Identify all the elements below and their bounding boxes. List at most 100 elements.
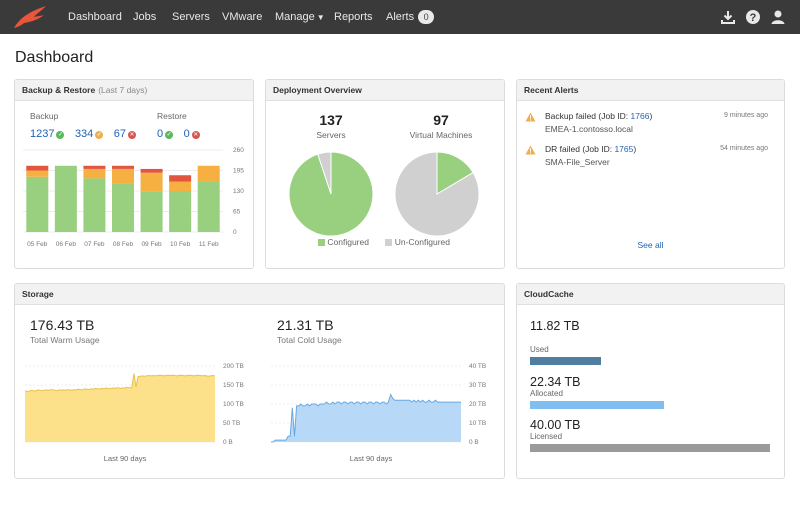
y-tick-label: 195	[233, 168, 244, 175]
nav-jobs[interactable]: Jobs	[133, 0, 156, 34]
panel-header: Backup & Restore (Last 7 days)	[15, 80, 253, 101]
x-tick-label: 07 Feb	[84, 241, 105, 248]
y-tick-label: 0 B	[469, 439, 479, 446]
y-tick-label: 0 B	[223, 439, 233, 446]
warm-usage-area-chart: 0 B 50 TB 100 TB 150 TB 200 TB	[24, 363, 244, 446]
y-tick-label: 200 TB	[223, 363, 244, 370]
alert-item[interactable]: Backup failed (Job ID: 1766) EMEA-1.cont…	[525, 111, 780, 143]
druva-logo-icon[interactable]	[10, 4, 50, 30]
warning-triangle-icon	[525, 145, 536, 155]
alert-item[interactable]: DR failed (Job ID: 1765) SMA-File_Server…	[525, 144, 780, 176]
bar-segment	[26, 170, 49, 177]
x-tick-label: 05 Feb	[27, 241, 48, 248]
legend-unconfigured-swatch	[385, 239, 393, 246]
nav-vmware[interactable]: VMware	[222, 0, 262, 34]
download-icon[interactable]	[720, 9, 736, 25]
bar-segment	[26, 165, 49, 171]
y-tick-label: 100 TB	[223, 401, 244, 408]
restore-success-count[interactable]: 0	[157, 128, 164, 140]
job-id-link[interactable]: 1766	[630, 111, 650, 121]
pie-legend: Configured Un-Configured	[318, 237, 450, 247]
alert-title-suffix: )	[633, 144, 637, 154]
allocated-progress-bar	[530, 401, 664, 409]
bar-segment	[169, 191, 192, 232]
bar-segment	[26, 176, 49, 232]
nav-manage[interactable]: Manage ▼	[275, 0, 325, 34]
bar-segment	[140, 168, 163, 173]
nav-jobs-label: Jobs	[133, 11, 157, 23]
backup-label: Backup	[30, 111, 59, 121]
area-line	[271, 393, 461, 443]
alert-host: EMEA-1.contosso.local	[545, 124, 633, 134]
restore-failed-count[interactable]: 0	[183, 128, 190, 140]
alerts-count-badge: 0	[418, 10, 435, 25]
area-line	[24, 373, 216, 393]
y-tick-label: 65	[233, 209, 241, 216]
y-tick-label: 130	[233, 188, 244, 195]
y-tick-label: 20 TB	[469, 401, 486, 408]
deployment-overview-panel: Deployment Overview 137 Servers 97 Virtu…	[265, 79, 505, 269]
allocated-value: 22.34 TB	[530, 375, 581, 389]
cold-usage-area-chart: 0 B 10 TB 20 TB 30 TB 40 TB	[271, 363, 486, 446]
see-all-link[interactable]: See all	[637, 240, 664, 250]
warm-usage-value: 176.43 TB	[30, 317, 95, 333]
storage-panel: Storage 176.43 TB Total Warm Usage 21.31…	[14, 283, 505, 479]
recent-alerts-panel: Recent Alerts Backup failed (Job ID: 176…	[516, 79, 785, 269]
nav-alerts[interactable]: Alerts 0	[386, 0, 435, 34]
vms-pie-chart	[394, 151, 480, 237]
used-progress-bar	[530, 357, 601, 365]
legend-unconfigured-label: Un-Configured	[394, 237, 450, 247]
warm-chart-caption: Last 90 days	[103, 454, 147, 463]
backup-stats: 1237 ✓ 334 ✓ 67 ✕	[30, 124, 136, 142]
x-tick-label: 10 Feb	[170, 241, 191, 248]
panel-header: CloudCache	[517, 284, 784, 305]
svg-text:?: ?	[750, 12, 757, 24]
licensed-progress-bar	[530, 444, 770, 452]
alerts-title: Recent Alerts	[524, 85, 579, 95]
alert-time: 9 minutes ago	[724, 112, 768, 119]
allocated-label: Allocated	[530, 389, 563, 398]
nav-reports[interactable]: Reports	[334, 0, 373, 34]
bar-segment	[112, 168, 134, 184]
check-icon: ✓	[56, 131, 65, 139]
panel-header: Recent Alerts	[517, 80, 784, 101]
chevron-down-icon: ▼	[316, 13, 325, 22]
y-tick-label: 50 TB	[223, 420, 240, 427]
backup-restore-panel: Backup & Restore (Last 7 days) Backup Res…	[14, 79, 254, 269]
nav-manage-label: Manage	[275, 11, 315, 23]
help-icon[interactable]: ?	[745, 9, 761, 25]
backup-success-count[interactable]: 1237	[30, 128, 55, 140]
alert-title-prefix: Backup failed (Job ID:	[545, 111, 631, 121]
x-tick-label: 08 Feb	[113, 241, 134, 248]
x-tick-label: 11 Feb	[199, 241, 219, 248]
x-tick-label: 09 Feb	[141, 241, 162, 248]
user-icon[interactable]	[770, 9, 786, 25]
licensed-value: 40.00 TB	[530, 418, 581, 432]
backup-failed-count[interactable]: 67	[113, 128, 126, 140]
bar-segment	[169, 175, 192, 182]
cloudcache-title: CloudCache	[524, 289, 574, 299]
nav-dashboard[interactable]: Dashboard	[68, 0, 122, 34]
servers-pie-chart	[288, 151, 374, 237]
storage-title: Storage	[22, 289, 54, 299]
used-value: 11.82 TB	[530, 319, 580, 333]
y-tick-label: 10 TB	[469, 420, 486, 427]
panel-header: Storage	[15, 284, 504, 305]
warning-check-icon: ✓	[95, 131, 104, 139]
backup-restore-title: Backup & Restore	[22, 85, 96, 95]
job-id-link[interactable]: 1765	[614, 144, 634, 154]
bar-segment	[112, 183, 134, 232]
backup-warning-count[interactable]: 334	[74, 128, 94, 140]
y-tick-label: 150 TB	[223, 382, 244, 389]
check-icon: ✓	[165, 131, 174, 139]
nav-servers[interactable]: Servers	[172, 0, 210, 34]
top-navbar: Dashboard Jobs Servers VMware Manage ▼ Re…	[0, 0, 800, 34]
bar-segment	[197, 165, 220, 182]
warning-triangle-icon	[525, 112, 536, 122]
bar-segment	[83, 168, 106, 179]
vms-count: 97	[433, 112, 449, 128]
bar-segment	[169, 181, 192, 191]
alert-title-suffix: )	[649, 111, 653, 121]
legend-configured-swatch	[318, 239, 325, 246]
page-title: Dashboard	[15, 49, 94, 66]
